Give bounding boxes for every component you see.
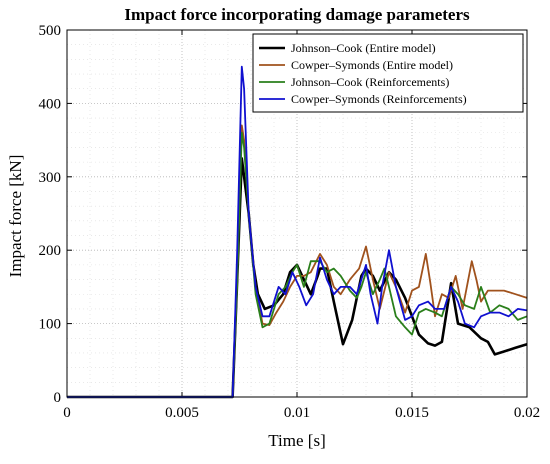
y-tick-label: 500: [39, 23, 62, 39]
x-tick-label: 0: [63, 405, 71, 421]
x-tick-label: 0.01: [284, 405, 310, 421]
legend-label-3: Johnson–Cook (Reinforcements): [291, 75, 449, 89]
series-line-4: [67, 65, 528, 398]
y-tick-label: 0: [54, 390, 62, 406]
x-tick-label: 0.005: [165, 405, 199, 421]
plot-frame: [66, 29, 528, 398]
legend-label-1: Johnson–Cook (Entire model): [291, 41, 436, 55]
x-tick-label: 0.015: [395, 405, 429, 421]
legend-label-4: Cowper–Symonds (Reinforcements): [291, 92, 467, 106]
axis-ticks: 0 0.005 0.01 0.015 0.02 0 100 200 300 400 500: [39, 23, 541, 421]
y-tick-label: 200: [39, 243, 62, 259]
series-line-2: [67, 124, 528, 398]
legend-label-2: Cowper–Symonds (Entire model): [291, 58, 453, 72]
x-axis-label: Time [s]: [268, 431, 325, 450]
series-line-3: [67, 131, 528, 398]
chart-title: Impact force incorporating damage parame…: [124, 5, 470, 24]
y-axis-label: Impact force [kN]: [6, 155, 25, 278]
y-tick-label: 300: [39, 170, 62, 186]
legend: Johnson–Cook (Entire model) Cowper–Symond…: [252, 33, 524, 113]
grid: [66, 29, 528, 398]
y-tick-label: 100: [39, 317, 62, 333]
legend-box: [252, 33, 524, 113]
x-tick-label: 0.02: [514, 405, 540, 421]
series-lines: [67, 65, 528, 399]
y-tick-label: 400: [39, 96, 62, 112]
